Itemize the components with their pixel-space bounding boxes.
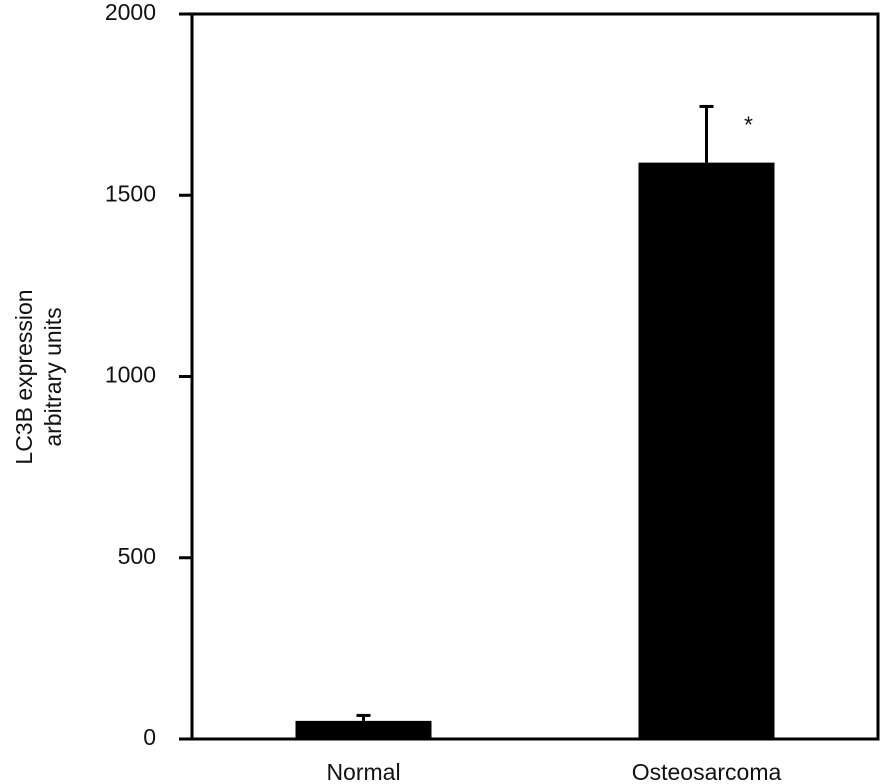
y-axis-label: arbitrary units [40,307,66,446]
y-tick-label: 1000 [105,362,156,388]
y-tick-label: 500 [118,543,156,569]
bar [295,720,432,739]
y-tick-label: 1500 [105,180,156,206]
y-tick-label: 0 [143,724,156,750]
plot-frame [190,12,880,741]
x-tick-label: Osteosarcoma [632,759,782,784]
y-tick-label: 2000 [105,0,156,25]
annotation: * [744,112,753,138]
bar [638,162,775,739]
x-tick-label: Normal [326,759,400,784]
y-axis-label: LC3B expression [11,289,37,464]
